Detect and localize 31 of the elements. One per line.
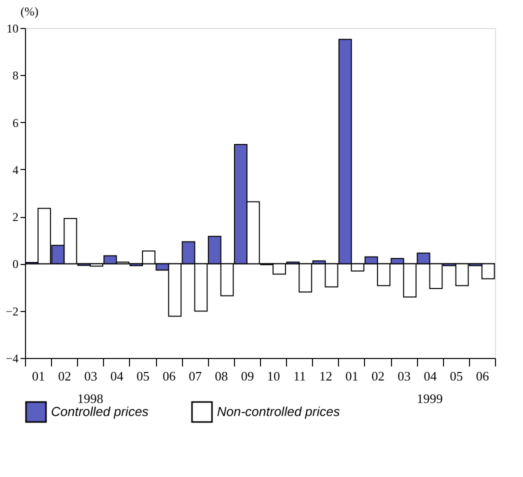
x-tick-label: 01 <box>32 368 46 384</box>
x-tick-label: 08 <box>214 368 228 384</box>
x-tick-label: 04 <box>424 368 438 384</box>
x-tick-label: 05 <box>450 368 463 384</box>
x-tick-label: 02 <box>372 368 384 384</box>
x-tick-label: 01 <box>345 368 358 384</box>
x-tick-label: 03 <box>84 368 98 384</box>
text: 1999 <box>416 391 443 406</box>
text: 1998 <box>77 391 104 406</box>
x-tick-label: 05 <box>136 368 150 384</box>
x-tick-label: 02 <box>58 368 72 384</box>
x-tick-label: 04 <box>110 368 124 384</box>
y-tick-label: −2 <box>6 304 18 318</box>
y-tick-label: 4 <box>12 162 18 177</box>
x-tick-label: 12 <box>319 368 332 384</box>
y-tick-label: −4 <box>6 352 18 366</box>
y-tick-label: 2 <box>12 210 18 224</box>
x-tick-label: 11 <box>293 368 306 384</box>
x-tick-label: 06 <box>476 368 490 384</box>
x-tick-label: 09 <box>240 368 254 384</box>
y-tick-label: 6 <box>12 116 18 130</box>
legend-label: Controlled prices <box>51 404 150 419</box>
x-tick-label: 07 <box>188 368 202 384</box>
legend-label: Non-controlled prices <box>217 404 340 419</box>
x-tick-label: 06 <box>162 368 176 384</box>
x-tick-label: 10 <box>267 368 280 384</box>
y-tick-label: 10 <box>6 22 18 36</box>
y-axis-title: (%) <box>20 4 38 18</box>
x-tick-label: 03 <box>398 368 411 384</box>
y-tick-label: 8 <box>12 68 18 83</box>
y-tick-label: 0 <box>12 257 18 272</box>
